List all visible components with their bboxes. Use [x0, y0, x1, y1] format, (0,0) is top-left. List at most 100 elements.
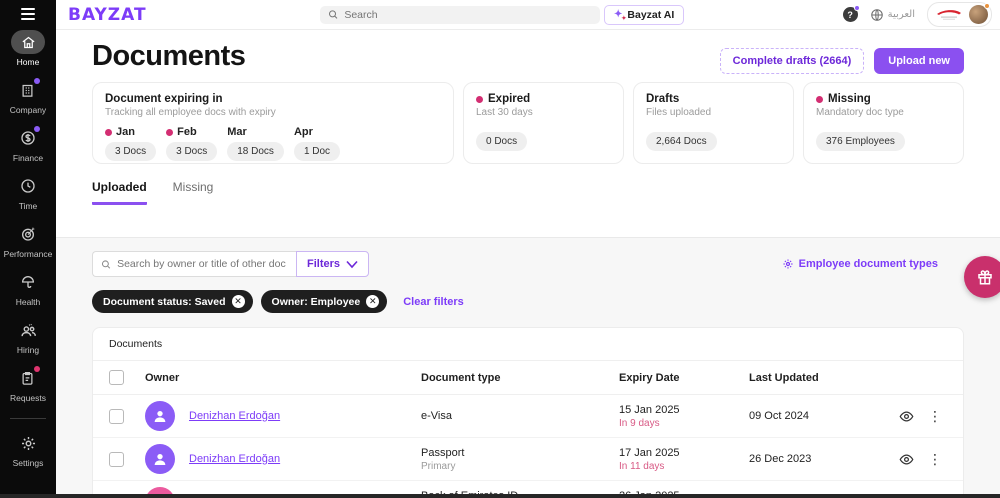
count-chip[interactable]: 2,664 Docs [646, 132, 717, 151]
language-switcher[interactable]: العربية [870, 8, 915, 22]
expiry-date: 15 Jan 2025 [619, 403, 680, 416]
clear-filters-link[interactable]: Clear filters [403, 295, 464, 308]
gift-fab-button[interactable] [964, 256, 1000, 298]
card-title: Document expiring in [105, 93, 223, 105]
count-chip[interactable]: 0 Docs [476, 132, 528, 151]
row-checkbox[interactable] [109, 451, 124, 467]
global-search-input[interactable] [344, 8, 592, 21]
owner-link[interactable]: Denizhan Erdoğan [189, 410, 281, 422]
avatar [145, 444, 175, 474]
notification-dot [34, 126, 40, 132]
gear-icon [783, 259, 793, 269]
remove-filter-icon[interactable]: ✕ [366, 295, 380, 308]
sidebar-item-finance[interactable]: Finance [11, 126, 45, 163]
sidebar-item-requests[interactable]: Requests [10, 366, 46, 403]
row-menu-icon[interactable]: ⋮ [928, 450, 942, 467]
remove-filter-icon[interactable]: ✕ [231, 295, 245, 308]
employee-document-types-link[interactable]: Employee document types [782, 258, 938, 270]
view-icon[interactable] [889, 452, 923, 467]
profile-menu[interactable] [927, 2, 992, 27]
month-stat[interactable]: Jan 3 Docs [105, 126, 157, 161]
sidebar-item-health[interactable]: Health [11, 270, 45, 307]
search-icon [101, 259, 111, 269]
table-row: Denizhan Erdoğan Passport Primary 17 Jan… [93, 438, 963, 481]
card-expiring: Document expiring in Tracking all employ… [92, 82, 454, 164]
sidebar-item-label: Performance [3, 249, 53, 259]
global-search[interactable] [320, 5, 600, 24]
home-icon [11, 30, 45, 54]
user-avatar [969, 3, 990, 24]
expiry-date: 26 Jan 2025 [619, 490, 749, 498]
upload-new-button[interactable]: Upload new [874, 48, 964, 74]
filter-chip-owner[interactable]: Owner: Employee ✕ [260, 290, 388, 313]
sidebar: Home Company Finance Time Performance He… [0, 0, 56, 498]
card-expired: Expired Last 30 days 0 Docs [463, 82, 624, 164]
avatar [145, 401, 175, 431]
owner-link[interactable]: Denizhan Erdoğan [189, 453, 281, 465]
sidebar-item-time[interactable]: Time [11, 174, 45, 211]
sidebar-item-company[interactable]: Company [10, 78, 46, 115]
documents-table: Documents Owner Document type Expiry Dat… [92, 327, 964, 498]
tab-bar: Uploaded Missing [56, 164, 1000, 205]
sidebar-item-label: Time [18, 201, 38, 211]
complete-drafts-button[interactable]: Complete drafts (2664) [719, 48, 865, 74]
count-chip: 18 Docs [227, 142, 284, 161]
month-stat[interactable]: Mar 18 Docs [227, 126, 284, 161]
people-icon [11, 318, 45, 342]
gift-icon [978, 270, 992, 285]
filter-chip-document-status[interactable]: Document status: Saved ✕ [92, 290, 253, 313]
month-stat[interactable]: Feb 3 Docs [166, 126, 218, 161]
expiry-countdown: In 11 days [619, 460, 665, 472]
gear-icon [11, 431, 45, 455]
document-type: Back of Emirates ID [421, 490, 619, 498]
card-title: Expired [488, 93, 531, 105]
menu-icon[interactable] [21, 8, 35, 20]
sidebar-item-label: Company [9, 105, 47, 115]
last-updated: 26 Dec 2023 [749, 453, 812, 465]
bayzat-ai-button[interactable]: ✦ Bayzat AI [604, 4, 685, 25]
document-type: Passport [421, 446, 465, 459]
card-drafts: Drafts Files uploaded 2,664 Docs [633, 82, 794, 164]
notification-dot [853, 5, 860, 11]
building-icon [11, 78, 45, 102]
sidebar-item-settings[interactable]: Settings [11, 431, 45, 468]
sidebar-item-label: Finance [12, 153, 44, 163]
company-logo [937, 9, 961, 20]
tab-missing[interactable]: Missing [172, 180, 214, 194]
main-content: Documents Complete drafts (2664) Upload … [56, 30, 1000, 498]
view-icon[interactable] [889, 409, 923, 424]
card-subtitle: Mandatory doc type [816, 107, 904, 118]
count-chip[interactable]: 376 Employees [816, 132, 905, 151]
document-subtype: Primary [421, 460, 456, 472]
month-stat[interactable]: Apr 1 Doc [293, 126, 341, 161]
alert-dot [166, 128, 174, 136]
card-missing: Missing Mandatory doc type 376 Employees [803, 82, 964, 164]
tab-uploaded[interactable]: Uploaded [92, 180, 147, 205]
document-type: e-Visa [421, 410, 452, 422]
globe-icon [870, 8, 883, 21]
sidebar-item-label: Health [15, 297, 41, 307]
chevron-down-icon [346, 260, 358, 268]
row-menu-icon[interactable]: ⋮ [928, 407, 942, 424]
table-title: Documents [93, 328, 963, 361]
sidebar-item-performance[interactable]: Performance [3, 222, 53, 259]
help-icon[interactable]: ? [842, 5, 860, 22]
sidebar-item-hiring[interactable]: Hiring [11, 318, 45, 355]
card-title: Drafts [646, 93, 680, 105]
row-checkbox[interactable] [109, 408, 124, 424]
alert-dot [105, 128, 112, 136]
table-search-input[interactable] [117, 258, 288, 270]
expiry-countdown: In 9 days [619, 417, 660, 429]
card-subtitle: Last 30 days [476, 107, 533, 118]
column-last-updated: Last Updated [749, 371, 819, 384]
sidebar-item-home[interactable]: Home [11, 30, 45, 67]
top-bar: BAYZAT ✦ Bayzat AI ? العربية [56, 0, 1000, 30]
dollar-coin-icon [11, 126, 45, 150]
column-owner: Owner [145, 371, 180, 384]
select-all-checkbox[interactable] [109, 370, 124, 385]
column-expiry-date: Expiry Date [619, 371, 680, 384]
count-chip: 1 Doc [293, 142, 341, 161]
filters-button[interactable]: Filters [296, 251, 370, 277]
summary-cards: Document expiring in Tracking all employ… [56, 82, 1000, 164]
table-search[interactable] [92, 251, 296, 277]
